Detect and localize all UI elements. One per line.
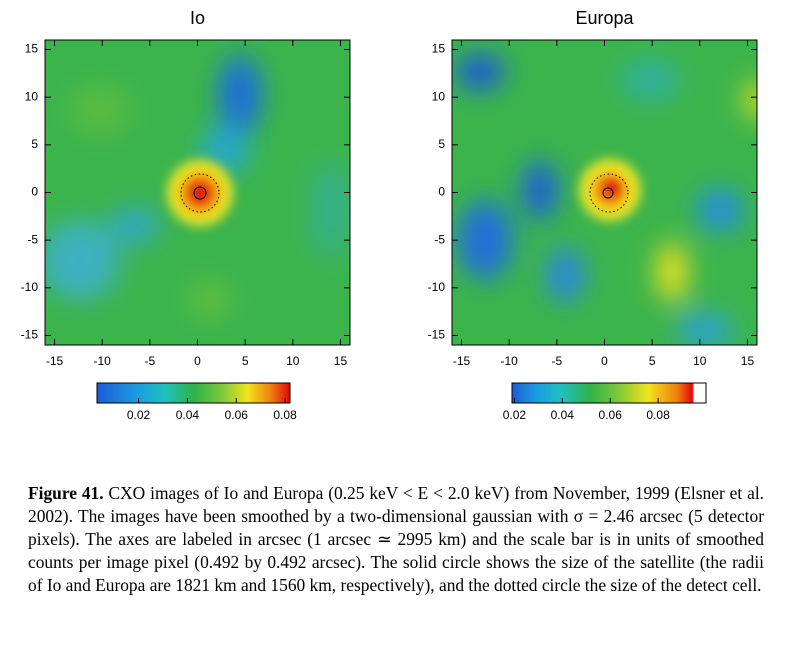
y-tick-label: 0 (438, 185, 445, 199)
y-tick-label: 0 (31, 185, 38, 199)
colorbar-tick-label: 0.06 (225, 408, 249, 422)
x-tick-label: 0 (601, 354, 608, 368)
caption: Figure 41. CXO images of Io and Europa (… (28, 482, 764, 597)
colorbar-tick-label: 0.04 (176, 408, 200, 422)
x-tick-label: 15 (741, 354, 755, 368)
x-tick-label: -5 (552, 354, 563, 368)
y-tick-label: -10 (428, 280, 446, 294)
x-tick-label: 10 (286, 354, 300, 368)
y-tick-label: -15 (21, 328, 39, 342)
y-tick-label: -15 (428, 328, 446, 342)
x-tick-label: 10 (693, 354, 707, 368)
colorbar-tick-label: 0.08 (273, 408, 297, 422)
x-tick-label: 15 (334, 354, 348, 368)
x-tick-label: -15 (453, 354, 471, 368)
x-tick-label: -5 (145, 354, 156, 368)
x-tick-label: 5 (649, 354, 656, 368)
y-tick-label: 5 (438, 137, 445, 151)
y-tick-label: -10 (21, 280, 39, 294)
colorbar-tick-label: 0.02 (127, 408, 151, 422)
colorbar-tick-label: 0.06 (599, 408, 623, 422)
x-tick-label: -10 (94, 354, 112, 368)
y-tick-label: 15 (432, 42, 446, 56)
x-tick-label: 0 (194, 354, 201, 368)
y-tick-label: 5 (31, 137, 38, 151)
panel-title: Io (190, 8, 205, 28)
y-tick-label: -5 (434, 232, 445, 246)
x-tick-label: -15 (46, 354, 64, 368)
caption-text: CXO images of Io and Europa (0.25 keV < … (28, 483, 764, 595)
x-tick-label: 5 (242, 354, 249, 368)
colorbar-tick-label: 0.08 (646, 408, 670, 422)
io-colorbar (96, 382, 291, 404)
europa-image (452, 40, 757, 345)
colorbar-tick-label: 0.04 (551, 408, 575, 422)
y-tick-label: 10 (25, 89, 39, 103)
io-image (45, 40, 350, 345)
colorbar-tick-label: 0.02 (503, 408, 527, 422)
y-tick-label: 10 (432, 89, 446, 103)
y-tick-label: -5 (27, 232, 38, 246)
europa-colorbar (511, 382, 707, 404)
x-tick-label: -10 (501, 354, 519, 368)
y-tick-label: 15 (25, 42, 39, 56)
panel-title: Europa (575, 8, 634, 28)
figure: Io -15 -10 -5 0 5 10 15 15 10 5 0 -5 -10 -15 0.02 0.04 0.… (21, 8, 758, 422)
caption-label: Figure 41. (28, 483, 104, 503)
